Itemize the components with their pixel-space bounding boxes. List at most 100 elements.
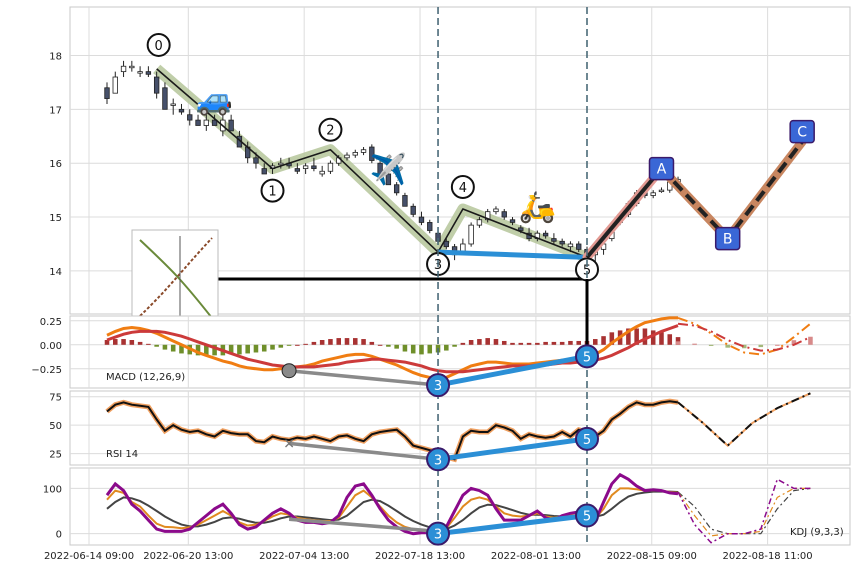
macd-histogram-bar <box>419 344 424 355</box>
macd-projection-bar <box>692 343 697 345</box>
wave-label-1 <box>260 178 285 203</box>
macd-histogram-bar <box>576 340 581 345</box>
x-tick-label: 2022-06-14 09:00 <box>44 551 134 562</box>
candle-body <box>344 154 350 159</box>
price-ytick-label: 15 <box>49 213 62 224</box>
candle-body <box>559 240 565 245</box>
rsi-ytick-label: 25 <box>49 450 62 461</box>
candle-body <box>195 119 201 126</box>
candle-body <box>261 168 267 175</box>
rsi-divergence-gray <box>288 441 439 462</box>
kdj-ytick-label: 0 <box>56 530 62 541</box>
macd-histogram-bar <box>543 341 548 345</box>
macd-histogram-bar <box>212 344 217 356</box>
macd-histogram-bar <box>295 344 300 346</box>
macd-histogram-bar <box>245 344 250 354</box>
price-ytick-label: 16 <box>49 159 62 170</box>
candle-body <box>427 222 433 231</box>
macd-histogram-bar <box>394 344 399 349</box>
wave-label-4-text: 4 <box>459 181 467 196</box>
rsi-badge-5-text: 5 <box>583 433 591 448</box>
rsi-badge-3 <box>426 447 451 472</box>
macd-histogram-bar <box>270 344 275 350</box>
candle-body <box>311 165 317 169</box>
macd-histogram-bar <box>253 344 259 353</box>
candle-body <box>443 240 449 248</box>
candle-body <box>393 184 400 194</box>
macd-histogram-bar <box>477 339 482 345</box>
x-tick-label: 2022-08-01 13:00 <box>491 551 581 562</box>
candle-body <box>360 149 367 153</box>
macd-histogram-bar <box>319 340 325 345</box>
candle-body <box>501 211 507 218</box>
kdj-j-projection <box>677 478 811 544</box>
abc-label-A-text: A <box>657 162 667 178</box>
rsi-gray-marker: ✕ <box>283 436 295 452</box>
candle-body <box>327 162 334 172</box>
macd-histogram-bar <box>369 341 375 345</box>
x-tick-label: 2022-08-18 11:00 <box>723 551 813 562</box>
kdj-ytick-label: 100 <box>43 484 62 495</box>
macd-histogram-bar <box>593 339 598 345</box>
candle-body <box>352 152 358 156</box>
wave-label-1-text: 1 <box>268 185 276 200</box>
rsi-projection-glow <box>677 392 811 447</box>
x-tick-label: 2022-06-20 13:00 <box>143 551 233 562</box>
macd-histogram-bar <box>568 340 573 345</box>
candle-body <box>253 157 259 164</box>
rsi-panel: 75 50 25 ✕ <box>49 390 851 466</box>
candle-body <box>576 243 582 250</box>
macd-histogram-bar <box>129 340 135 345</box>
candle-body <box>137 71 143 74</box>
macd-badge-3 <box>426 373 451 398</box>
macd-histogram-bar <box>146 343 151 345</box>
kdj-divergence-blue <box>437 513 588 537</box>
macd-histogram-bar <box>162 344 168 350</box>
macd-histogram-bar <box>353 338 358 345</box>
macd-histogram-bar <box>518 342 524 345</box>
kdj-badge-3 <box>426 521 451 546</box>
wave-label-2 <box>318 117 343 142</box>
kdj-badge-5-text: 5 <box>583 510 591 525</box>
macd-histogram-bar <box>137 341 143 345</box>
macd-histogram-bar <box>452 344 457 347</box>
candle-body <box>369 146 375 161</box>
wave-label-0-text: 0 <box>155 39 163 54</box>
kdj-k-projection <box>677 487 811 537</box>
macd-histogram-bar <box>634 328 639 345</box>
candle-body <box>377 162 383 175</box>
macd-histogram-bar <box>675 337 681 345</box>
candle-body <box>294 168 301 172</box>
rsi-divergence-blue <box>437 436 588 462</box>
candle-body <box>153 76 160 94</box>
emoji-marker: 🛵 <box>519 190 556 225</box>
candle-body <box>468 224 474 245</box>
inset-curve-a <box>139 239 213 319</box>
macd-projection-bar <box>741 344 747 349</box>
candle-body <box>145 71 152 75</box>
macd-histogram-bar <box>170 344 176 352</box>
macd-histogram-bar <box>444 344 449 351</box>
macd-histogram-bar <box>667 334 673 345</box>
macd-histogram-bar <box>535 342 540 345</box>
kdj-d-projection <box>677 487 811 535</box>
candle-body <box>385 173 392 186</box>
abc-label-C <box>789 119 815 144</box>
macd-histogram-bar <box>154 344 159 347</box>
macd-histogram-bar <box>328 339 333 345</box>
macd-projection-bar <box>758 344 764 348</box>
kdj-badge-3-text: 3 <box>434 528 442 543</box>
abc-label-B-text: B <box>723 232 733 248</box>
macd-histogram-bar <box>228 344 234 355</box>
wave-label-2-text: 2 <box>326 124 334 139</box>
macd-histogram-bar <box>460 342 466 345</box>
wave-label-0 <box>146 32 171 57</box>
macd-histogram-bar <box>642 328 648 345</box>
kdj-panel-label: KDJ (9,3,3) <box>790 527 844 538</box>
candle-body <box>129 65 135 69</box>
macd-histogram-bar <box>626 328 631 345</box>
rsi-ytick-label: 75 <box>49 393 62 404</box>
candle-body <box>178 108 185 113</box>
candle-body <box>518 227 524 231</box>
candle-body <box>162 87 168 110</box>
